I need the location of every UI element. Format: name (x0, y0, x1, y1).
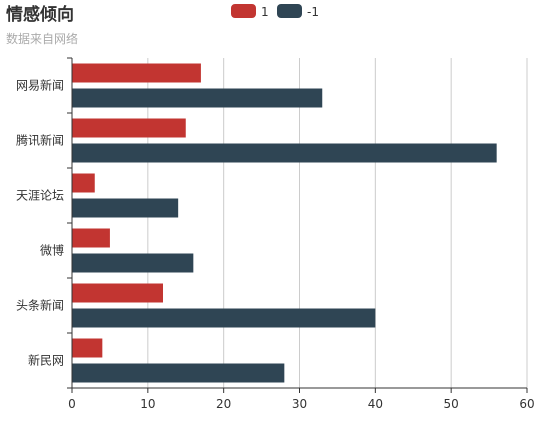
bar-series-2-0 (72, 88, 323, 108)
bar-series-2-2 (72, 198, 179, 218)
bar-series-2-4 (72, 308, 376, 328)
legend-swatch-series-1 (231, 4, 256, 18)
x-tick-label: 20 (216, 397, 231, 411)
bar-series-2-3 (72, 253, 194, 273)
legend[interactable]: 1 -1 (231, 4, 319, 19)
bar-series-1-0 (72, 63, 201, 83)
bar-series-1-4 (72, 283, 163, 303)
x-tick-label: 30 (292, 397, 307, 411)
bar-series-2-5 (72, 363, 285, 383)
bars (72, 63, 497, 383)
bar-series-2-1 (72, 143, 497, 163)
chart-subtitle: 数据来自网络 (6, 31, 78, 46)
x-tick-label: 0 (68, 397, 76, 411)
y-tick-label: 网易新闻 (16, 78, 64, 93)
y-tick-label: 天涯论坛 (16, 189, 64, 203)
legend-item-series-2[interactable]: -1 (277, 4, 319, 19)
bar-series-1-5 (72, 338, 103, 358)
bar-series-1-1 (72, 118, 186, 138)
bar-series-1-2 (72, 173, 95, 193)
legend-label-series-1: 1 (261, 5, 269, 19)
legend-label-series-2: -1 (307, 5, 319, 19)
chart-title: 情感倾向 (6, 4, 74, 25)
legend-item-series-1[interactable]: 1 (231, 4, 269, 19)
legend-swatch-series-2 (277, 4, 302, 18)
bar-series-1-3 (72, 228, 110, 248)
x-tick-label: 50 (444, 397, 459, 411)
x-tick-label: 40 (368, 397, 383, 411)
x-tick-label: 10 (140, 397, 155, 411)
y-tick-label: 微博 (40, 243, 64, 258)
x-tick-label: 60 (519, 397, 534, 411)
y-tick-label: 新民网 (28, 353, 64, 368)
grid-lines (147, 58, 528, 388)
y-tick-label: 腾讯新闻 (16, 133, 64, 148)
y-tick-label: 头条新闻 (16, 298, 64, 313)
